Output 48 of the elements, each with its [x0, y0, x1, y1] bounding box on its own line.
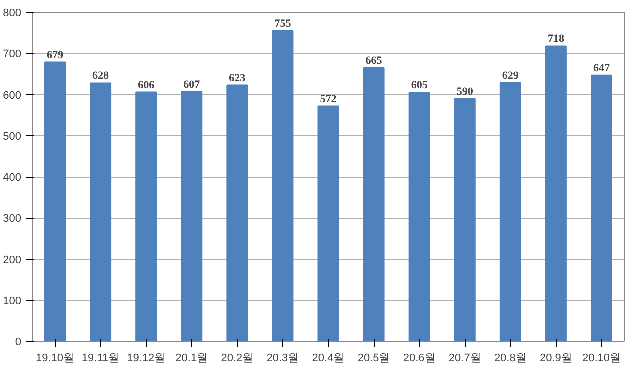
x-tick-label: 20.9월	[540, 352, 572, 364]
bar	[181, 91, 203, 342]
y-tick-label: 800	[3, 8, 22, 20]
x-tick-label: 20.6월	[403, 352, 436, 364]
x-tick-label: 20.8월	[494, 352, 527, 364]
bar	[500, 82, 522, 342]
x-tick-label: 19.10월	[36, 352, 75, 364]
x-tick-label: 20.1월	[176, 352, 208, 364]
x-tick-label: 20.7월	[448, 352, 482, 364]
y-tick-label: 100	[3, 295, 22, 308]
data-label: 755	[274, 18, 292, 30]
x-tick-label: 19.11월	[82, 352, 120, 364]
y-tick-label: 0	[15, 336, 22, 348]
bar	[272, 30, 294, 342]
bar	[226, 84, 248, 342]
x-tick-label: 20.10월	[582, 352, 621, 364]
y-tick-label: 200	[3, 254, 22, 266]
x-tick-label: 19.12월	[127, 352, 166, 364]
bar	[408, 92, 430, 342]
data-label: 605	[411, 80, 428, 92]
y-tick-label: 400	[3, 172, 22, 184]
y-tick-label: 300	[3, 213, 22, 226]
bar	[454, 98, 476, 342]
x-tick-label: 20.4월	[312, 352, 345, 364]
data-label: 679	[47, 49, 64, 62]
x-tick-label: 20.5월	[358, 352, 390, 364]
bar	[44, 62, 66, 342]
bar	[136, 92, 158, 342]
x-tick-label: 20.3월	[266, 352, 300, 364]
bar	[590, 74, 612, 342]
bar	[363, 68, 385, 342]
data-label: 623	[229, 72, 246, 84]
data-label: 718	[548, 33, 565, 46]
data-label: 606	[138, 79, 156, 92]
data-label: 572	[320, 93, 338, 106]
data-label: 628	[92, 70, 110, 82]
bar	[318, 106, 340, 342]
data-label: 647	[593, 62, 610, 74]
data-label: 629	[502, 70, 520, 82]
data-label: 665	[366, 55, 383, 68]
data-label: 607	[184, 78, 201, 91]
y-tick-label: 600	[3, 90, 22, 102]
x-tick-label: 20.2월	[221, 352, 254, 364]
data-label: 590	[456, 86, 474, 98]
y-tick-label: 700	[3, 48, 22, 61]
bar	[90, 82, 112, 342]
bar	[545, 46, 567, 342]
y-tick-label: 500	[3, 130, 22, 143]
